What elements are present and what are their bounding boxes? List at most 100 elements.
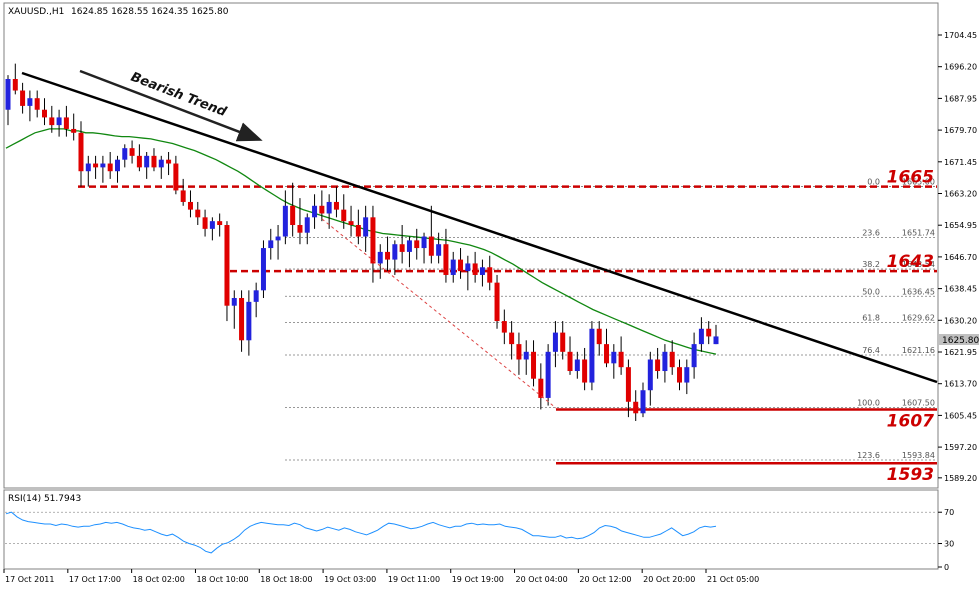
candle-body	[465, 263, 471, 272]
time-tick-label: 18 Oct 18:00	[260, 575, 312, 584]
ohlc-label: 1624.85 1628.55 1624.35 1625.80	[71, 7, 229, 17]
candle-body	[567, 351, 573, 372]
candle-body	[173, 163, 179, 191]
candle-body	[290, 205, 296, 226]
current-price-label: 1625.80	[942, 336, 979, 346]
candle-body	[144, 155, 150, 168]
time-tick-label: 20 Oct 12:00	[579, 575, 631, 584]
candle-body	[12, 78, 18, 91]
price-axis: 1704.45 1696.20 1687.95 1679.70 1671.45 1663.…	[938, 31, 977, 483]
support-resistance-levels	[78, 185, 937, 465]
candle-body	[377, 251, 383, 264]
candle-body	[479, 267, 485, 275]
price-tick-label: 1638.45	[944, 285, 977, 294]
candle-body	[319, 205, 325, 214]
time-tick-label: 19 Oct 11:00	[388, 575, 440, 584]
level-label: 1593	[887, 465, 934, 485]
candle-body	[545, 351, 551, 398]
fib-ratio-label: 100.0	[857, 399, 880, 408]
fibonacci-levels: 0.0 1665.00 23.6 1651.74 38.2 1643.54 50.0 1636…	[285, 178, 937, 461]
fib-value-label: 1665.00	[902, 178, 935, 187]
candle-body	[355, 225, 361, 237]
candle-body	[122, 148, 128, 160]
candle-body	[107, 163, 113, 172]
candle-body	[5, 78, 11, 110]
candle-body	[370, 217, 376, 264]
candle-body	[582, 359, 588, 383]
candle-body	[552, 332, 558, 352]
candle-body	[63, 117, 69, 129]
time-tick-label: 21 Oct 05:00	[707, 575, 759, 584]
candle-body	[589, 328, 595, 383]
candle-body	[633, 401, 639, 414]
rsi-tick-label: 70	[944, 508, 954, 517]
candle-body	[166, 159, 172, 164]
candle-body	[414, 240, 420, 249]
candle-body	[34, 98, 40, 110]
price-tick-label: 1630.20	[944, 316, 977, 325]
candle-body	[195, 209, 201, 218]
candle-body	[392, 244, 398, 260]
price-tick-label: 1671.45	[944, 158, 977, 167]
candle-body	[450, 259, 456, 275]
candle-body	[187, 201, 193, 210]
price-tick-label: 1696.20	[944, 63, 977, 72]
candle-body	[246, 301, 252, 341]
price-tick-label: 1605.45	[944, 411, 977, 420]
price-tick-label: 1687.95	[944, 94, 977, 103]
candle-body	[538, 378, 544, 398]
candle-body	[114, 159, 120, 172]
time-tick-label: 19 Oct 03:00	[324, 575, 376, 584]
level-label: 1665	[887, 168, 934, 188]
candle-body	[698, 328, 704, 345]
candle-body	[217, 221, 223, 226]
candle-body	[180, 190, 186, 202]
candle-body	[501, 321, 507, 333]
candle-body	[260, 248, 266, 291]
time-axis: 17 Oct 2011 17 Oct 17:00 18 Oct 02:00 18 Oc…	[3, 569, 759, 584]
candle-body	[158, 159, 164, 168]
candle-body	[640, 390, 646, 414]
rsi-tick-label: 30	[944, 540, 954, 549]
rsi-tick-label: 0	[944, 563, 949, 572]
level-label: 1607	[887, 411, 934, 431]
fib-ratio-label: 38.2	[862, 260, 880, 269]
candle-body	[239, 298, 245, 341]
fib-ratio-label: 76.4	[862, 346, 880, 355]
time-tick-label: 17 Oct 2011	[5, 575, 54, 584]
fib-ratio-label: 61.8	[862, 314, 880, 323]
fib-diagonal[interactable]	[321, 218, 557, 409]
candle-body	[151, 155, 157, 168]
candle-body	[647, 359, 653, 391]
fib-value-label: 1621.16	[902, 346, 935, 355]
candle-body	[604, 344, 610, 364]
candle-body	[662, 351, 668, 372]
candle-body	[49, 117, 55, 126]
price-tick-label: 1704.45	[944, 31, 977, 40]
time-tick-label: 20 Oct 20:00	[643, 575, 695, 584]
candle-body	[297, 225, 303, 233]
candle-body	[713, 336, 719, 345]
price-tick-label: 1621.95	[944, 348, 977, 357]
candle-body	[706, 328, 712, 337]
candle-body	[78, 132, 84, 172]
candle-body	[231, 298, 237, 306]
candle-body	[268, 240, 274, 249]
candle-body	[341, 209, 347, 222]
candle-body	[85, 163, 91, 172]
fib-ratio-label: 50.0	[862, 287, 880, 296]
candle-body	[224, 225, 230, 306]
candle-body	[385, 251, 391, 260]
rsi-layer	[5, 511, 937, 554]
fib-ratio-label: 0.0	[867, 178, 880, 187]
candle-body	[326, 201, 332, 214]
bearish-trendline[interactable]	[21, 71, 938, 384]
rsi-panel-frame	[3, 489, 939, 570]
candle-body	[625, 367, 631, 402]
candle-body	[436, 244, 442, 256]
time-tick-label: 18 Oct 02:00	[133, 575, 185, 584]
candle-body	[348, 221, 354, 226]
time-tick-label: 18 Oct 10:00	[196, 575, 248, 584]
